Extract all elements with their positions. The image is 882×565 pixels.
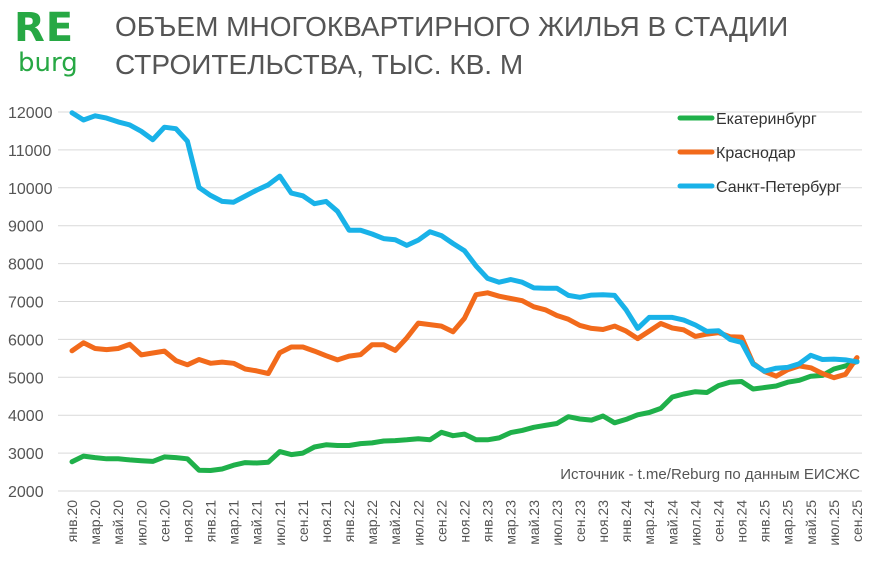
series-lines [69, 110, 860, 473]
legend-label-1: Краснодар [716, 145, 796, 162]
x-tick-label: мар.24 [641, 500, 657, 545]
y-tick-label: 10000 [8, 181, 53, 198]
x-tick-label: май.22 [387, 500, 403, 545]
x-tick-label: мар.20 [87, 500, 103, 545]
x-tick-label: июл.21 [272, 500, 288, 546]
x-tick-label: мар.25 [780, 500, 796, 545]
x-tick-label: сен.21 [295, 500, 311, 542]
chart-title-line1: ОБЪЕМ МНОГОКВАРТИРНОГО ЖИЛЬЯ В СТАДИИ [115, 11, 789, 42]
x-tick-label: июл.25 [826, 500, 842, 546]
x-axis: янв.20 мар.20 май.20 июл.20 сен.20 ноя.20 янв.… [64, 500, 865, 546]
y-tick-label: 2000 [8, 484, 44, 501]
x-tick-label: мар.21 [226, 500, 242, 545]
y-tick-label: 7000 [8, 295, 44, 312]
x-tick-label: ноя.24 [734, 500, 750, 543]
y-tick-label: 12000 [8, 105, 53, 122]
x-tick-label: июл.23 [549, 500, 565, 546]
x-tick-label: янв.25 [757, 500, 773, 542]
x-tick-label: сен.24 [710, 500, 726, 542]
x-tick-label: июл.20 [133, 500, 149, 546]
grid [58, 111, 862, 492]
x-tick-label: май.21 [249, 500, 265, 545]
x-tick-label: июл.24 [687, 500, 703, 546]
y-tick-label: 11000 [8, 143, 51, 160]
x-tick-label: мар.22 [364, 500, 380, 545]
chart-title-line2: СТРОИТЕЛЬСТВА, ТЫС. КВ. М [115, 49, 524, 80]
x-tick-label: май.20 [110, 500, 126, 545]
x-tick-label: сен.20 [156, 500, 172, 542]
y-tick-label: 4000 [8, 408, 44, 425]
x-tick-label: мар.23 [503, 500, 519, 545]
y-tick-label: 9000 [8, 219, 44, 236]
series-line-2 [69, 110, 860, 374]
x-tick-label: ноя.21 [318, 500, 334, 543]
reburg-logo: RE burg [14, 8, 84, 76]
series-line-1 [69, 290, 860, 381]
x-tick-label: май.23 [526, 500, 542, 545]
x-tick-label: янв.20 [64, 500, 80, 542]
series-line-0 [69, 358, 860, 473]
source-note: Источник - t.me/Reburg по данным ЕИСЖС [560, 466, 860, 483]
x-tick-label: сен.25 [849, 500, 865, 542]
chart-title: ОБЪЕМ МНОГОКВАРТИРНОГО ЖИЛЬЯ В СТАДИИ СТ… [115, 8, 815, 84]
x-tick-label: янв.24 [618, 500, 634, 542]
x-tick-label: сен.23 [572, 500, 588, 542]
y-tick-label: 3000 [8, 446, 44, 463]
x-tick-label: май.24 [664, 500, 680, 545]
x-tick-label: янв.23 [480, 500, 496, 542]
logo-burg: burg [18, 48, 78, 78]
legend: Екатеринбург Краснодар Санкт-Петербург [677, 111, 842, 196]
y-tick-label: 6000 [8, 332, 44, 349]
x-tick-label: сен.22 [433, 500, 449, 542]
x-tick-label: ноя.22 [457, 500, 473, 543]
x-tick-label: июл.22 [410, 500, 426, 546]
y-tick-label: 5000 [8, 370, 44, 387]
legend-label-2: Санкт-Петербург [716, 179, 842, 196]
x-tick-label: янв.22 [341, 500, 357, 542]
x-tick-label: ноя.20 [179, 500, 195, 543]
x-tick-label: ноя.23 [595, 500, 611, 543]
y-axis: 2000 3000 4000 5000 6000 7000 8000 9000 10000 110… [8, 105, 53, 501]
y-tick-label: 8000 [8, 257, 44, 274]
logo-re: RE [14, 5, 75, 51]
legend-label-0: Екатеринбург [716, 111, 817, 128]
x-tick-label: янв.21 [203, 500, 219, 542]
x-tick-label: май.25 [803, 500, 819, 545]
